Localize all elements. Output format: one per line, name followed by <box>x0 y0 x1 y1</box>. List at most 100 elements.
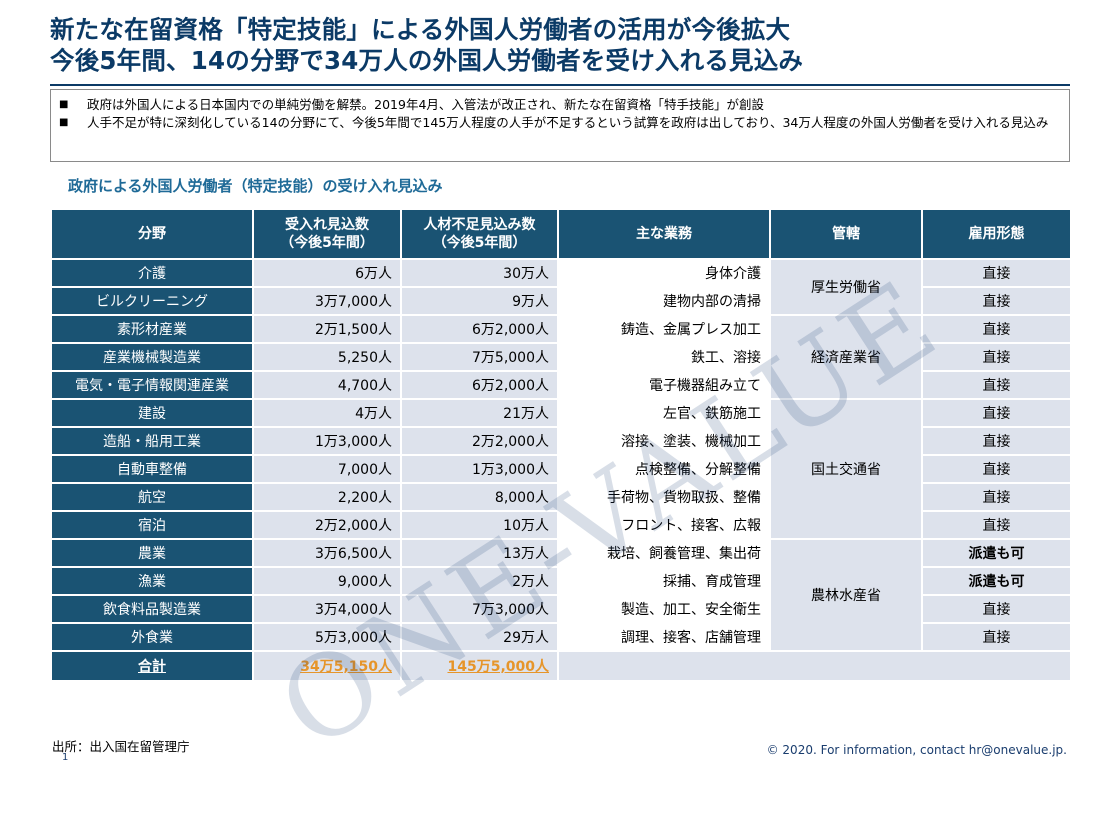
field-cell: 素形材産業 <box>50 314 254 344</box>
shortage-cell: 9万人 <box>400 286 559 316</box>
tasks-cell: 製造、加工、安全衛生 <box>557 594 771 624</box>
shortage-cell: 7万3,000人 <box>400 594 559 624</box>
table-row: 電気・電子情報関連産業 4,700人 6万2,000人 電子機器組み立て 直接 <box>50 370 1072 400</box>
accept-cell: 2万2,000人 <box>252 510 402 540</box>
slide-title: 新たな在留資格「特定技能」による外国人労働者の活用が今後拡大 今後5年間、14の… <box>50 14 1080 76</box>
shortage-cell: 29万人 <box>400 622 559 652</box>
bullet-text: 人手不足が特に深刻化している14の分野にて、今後5年間で145万人程度の人手が不… <box>87 114 1049 130</box>
jurisdiction-cell: 農林水産省 <box>769 538 923 652</box>
tasks-cell: 左官、鉄筋施工 <box>557 398 771 428</box>
field-cell: 飲食料品製造業 <box>50 594 254 624</box>
shortage-cell: 2万人 <box>400 566 559 596</box>
table-row: 外食業 5万3,000人 29万人 調理、接客、店舗管理 直接 <box>50 622 1072 652</box>
field-cell: 造船・船用工業 <box>50 426 254 456</box>
table-row: 自動車整備 7,000人 1万3,000人 点検整備、分解整備 直接 <box>50 454 1072 484</box>
square-bullet-icon: ■ <box>59 99 69 110</box>
table-row: 素形材産業 2万1,500人 6万2,000人 鋳造、金属プレス加工 経済産業省… <box>50 314 1072 400</box>
tasks-cell: 栽培、飼養管理、集出荷 <box>557 538 771 568</box>
tasks-cell: 建物内部の清掃 <box>557 286 771 316</box>
shortage-cell: 1万3,000人 <box>400 454 559 484</box>
tasks-cell: 鉄工、溶接 <box>557 342 771 372</box>
shortage-cell: 6万2,000人 <box>400 314 559 344</box>
accept-cell: 3万6,500人 <box>252 538 402 568</box>
table-row: 介護 6万人 30万人 身体介護 厚生労働省 直接 <box>50 258 1072 316</box>
field-cell: ビルクリーニング <box>50 286 254 316</box>
header-shortage: 人材不足見込み数 （今後5年間） <box>400 208 559 260</box>
title-divider <box>50 84 1070 86</box>
jurisdiction-cell: 厚生労働省 <box>769 258 923 316</box>
tasks-cell: 電子機器組み立て <box>557 370 771 400</box>
page-number: 1 <box>62 752 69 763</box>
accept-cell: 2,200人 <box>252 482 402 512</box>
acceptance-table: 分野 受入れ見込数 （今後5年間） 人材不足見込み数 （今後5年間） 主な業務 … <box>50 208 1072 682</box>
employment-cell: 派遣も可 <box>921 538 1072 568</box>
total-accept: 34万5,150人 <box>252 650 402 682</box>
header-employment: 雇用形態 <box>921 208 1072 260</box>
table-row: 造船・船用工業 1万3,000人 2万2,000人 溶接、塗装、機械加工 直接 <box>50 426 1072 456</box>
employment-cell: 直接 <box>921 510 1072 540</box>
copyright-footer: © 2020. For information, contact hr@onev… <box>766 743 1067 757</box>
table-row: 産業機械製造業 5,250人 7万5,000人 鉄工、溶接 直接 <box>50 342 1072 372</box>
shortage-cell: 8,000人 <box>400 482 559 512</box>
shortage-cell: 13万人 <box>400 538 559 568</box>
accept-cell: 3万4,000人 <box>252 594 402 624</box>
header-shortage-line1: 人材不足見込み数 <box>423 217 536 233</box>
accept-cell: 3万7,000人 <box>252 286 402 316</box>
total-shortage: 145万5,000人 <box>400 650 559 682</box>
bullet-item: ■ 政府は外国人による日本国内での単純労働を解禁。2019年4月、入管法が改正さ… <box>59 96 1061 114</box>
table-row: 航空 2,200人 8,000人 手荷物、貨物取扱、整備 直接 <box>50 482 1072 512</box>
employment-cell: 直接 <box>921 622 1072 652</box>
accept-cell: 5,250人 <box>252 342 402 372</box>
shortage-cell: 6万2,000人 <box>400 370 559 400</box>
table-row: 宿泊 2万2,000人 10万人 フロント、接客、広報 直接 <box>50 510 1072 540</box>
employment-cell: 直接 <box>921 482 1072 512</box>
total-label: 合計 <box>50 650 254 682</box>
table-row: ビルクリーニング 3万7,000人 9万人 建物内部の清掃 直接 <box>50 286 1072 316</box>
square-bullet-icon: ■ <box>59 116 69 128</box>
field-cell: 電気・電子情報関連産業 <box>50 370 254 400</box>
table-row: 飲食料品製造業 3万4,000人 7万3,000人 製造、加工、安全衛生 直接 <box>50 594 1072 624</box>
tasks-cell: 採捕、育成管理 <box>557 566 771 596</box>
accept-cell: 7,000人 <box>252 454 402 484</box>
jurisdiction-cell: 国土交通省 <box>769 398 923 540</box>
employment-cell: 直接 <box>921 258 1072 288</box>
employment-cell: 直接 <box>921 342 1072 372</box>
tasks-cell: フロント、接客、広報 <box>557 510 771 540</box>
tasks-cell: 鋳造、金属プレス加工 <box>557 314 771 344</box>
title-line-2: 今後5年間、14の分野で34万人の外国人労働者を受け入れる見込み <box>50 46 804 75</box>
summary-box: ■ 政府は外国人による日本国内での単純労働を解禁。2019年4月、入管法が改正さ… <box>50 89 1070 162</box>
employment-cell: 直接 <box>921 398 1072 428</box>
field-cell: 農業 <box>50 538 254 568</box>
source-note: 出所：出入国在留管理庁 <box>52 739 190 754</box>
employment-cell: 直接 <box>921 314 1072 344</box>
table-row: 農業 3万6,500人 13万人 栽培、飼養管理、集出荷 農林水産省 派遣も可 <box>50 538 1072 652</box>
employment-cell: 直接 <box>921 594 1072 624</box>
title-line-1: 新たな在留資格「特定技能」による外国人労働者の活用が今後拡大 <box>50 15 791 44</box>
shortage-cell: 7万5,000人 <box>400 342 559 372</box>
accept-cell: 1万3,000人 <box>252 426 402 456</box>
accept-cell: 2万1,500人 <box>252 314 402 344</box>
header-shortage-line2: （今後5年間） <box>432 235 527 251</box>
shortage-cell: 10万人 <box>400 510 559 540</box>
shortage-cell: 21万人 <box>400 398 559 428</box>
tasks-cell: 手荷物、貨物取扱、整備 <box>557 482 771 512</box>
tasks-cell: 溶接、塗装、機械加工 <box>557 426 771 456</box>
tasks-cell: 調理、接客、店舗管理 <box>557 622 771 652</box>
header-accept-line1: 受入れ見込数 <box>285 217 369 233</box>
field-cell: 建設 <box>50 398 254 428</box>
header-accept-line2: （今後5年間） <box>280 235 374 251</box>
employment-cell: 直接 <box>921 454 1072 484</box>
header-tasks: 主な業務 <box>557 208 771 260</box>
field-cell: 航空 <box>50 482 254 512</box>
accept-cell: 4万人 <box>252 398 402 428</box>
bullet-text: 政府は外国人による日本国内での単純労働を解禁。2019年4月、入管法が改正され、… <box>87 97 765 112</box>
shortage-cell: 2万2,000人 <box>400 426 559 456</box>
table-header-row: 分野 受入れ見込数 （今後5年間） 人材不足見込み数 （今後5年間） 主な業務 … <box>50 208 1072 260</box>
field-cell: 宿泊 <box>50 510 254 540</box>
accept-cell: 4,700人 <box>252 370 402 400</box>
header-field: 分野 <box>50 208 254 260</box>
employment-cell: 直接 <box>921 286 1072 316</box>
accept-cell: 9,000人 <box>252 566 402 596</box>
total-row: 合計 34万5,150人 145万5,000人 <box>50 650 1072 682</box>
shortage-cell: 30万人 <box>400 258 559 288</box>
